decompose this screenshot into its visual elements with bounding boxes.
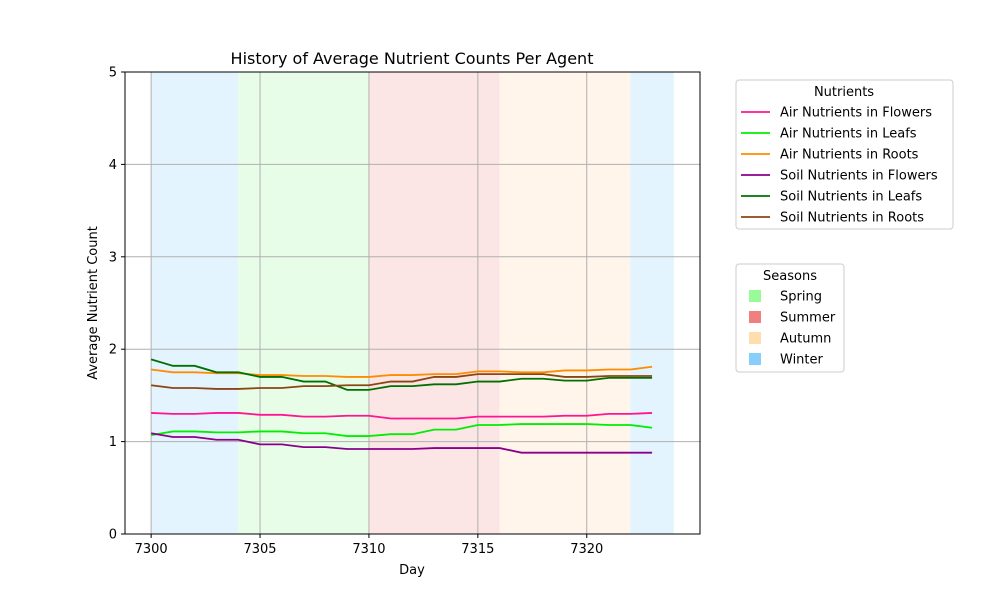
season-band-spring (238, 72, 369, 534)
series-line-1 (150, 423, 653, 437)
season-label-summer: Summer (780, 311, 836, 326)
nutrients-legend: Nutrients Air Nutrients in Flowers Air Nu… (735, 79, 954, 230)
nutrients-legend-title: Nutrients (814, 85, 874, 100)
seasons-legend: Seasons Spring Summer Autumn Winter (735, 263, 845, 373)
y-tick-label: 1 (109, 435, 117, 450)
series-line-4 (150, 358, 653, 391)
season-band-autumn (499, 72, 631, 534)
series-line-2 (151, 365, 653, 378)
y-axis-label: Average Nutrient Count (86, 226, 101, 380)
plot-frame (124, 71, 701, 535)
legend-label-2: Air Nutrients in Roots (780, 148, 919, 163)
seasons-legend-title: Seasons (763, 269, 817, 284)
y-axis-ticks: 0 1 2 3 4 5 (109, 66, 125, 543)
season-swatch-spring (749, 290, 761, 302)
season-label-winter: Winter (780, 353, 824, 368)
x-tick-label: 7310 (352, 542, 385, 557)
y-tick-label: 5 (109, 66, 117, 81)
series-line-0 (151, 412, 653, 420)
season-swatch-summer (749, 311, 761, 323)
season-label-spring: Spring (780, 290, 822, 305)
y-tick-label: 3 (109, 250, 117, 265)
legend-label-1: Air Nutrients in Leafs (780, 127, 917, 142)
data-series (150, 358, 653, 454)
legend-label-4: Soil Nutrients in Leafs (780, 190, 922, 205)
chart-title: History of Average Nutrient Counts Per A… (231, 49, 594, 68)
season-label-autumn: Autumn (780, 332, 831, 347)
y-tick-label: 2 (109, 343, 117, 358)
y-tick-label: 4 (109, 158, 117, 173)
x-tick-label: 7315 (461, 542, 494, 557)
legend-label-3: Soil Nutrients in Flowers (780, 169, 938, 184)
x-axis-label: Day (399, 563, 425, 578)
x-axis-ticks: 7300 7305 7310 7315 7320 (135, 534, 603, 557)
series-line-5 (151, 373, 653, 390)
x-tick-label: 7300 (135, 542, 168, 557)
y-tick-label: 0 (109, 528, 117, 543)
season-band-winter (151, 72, 239, 534)
season-bands (151, 72, 674, 534)
legend-label-5: Soil Nutrients in Roots (780, 211, 924, 226)
x-tick-label: 7320 (570, 542, 603, 557)
season-band-winter (630, 72, 674, 534)
legend-label-0: Air Nutrients in Flowers (780, 106, 932, 121)
season-band-summer (368, 72, 500, 534)
season-swatch-autumn (749, 332, 761, 344)
x-tick-label: 7305 (243, 542, 276, 557)
series-line-3 (150, 432, 653, 454)
season-swatch-winter (749, 353, 761, 365)
